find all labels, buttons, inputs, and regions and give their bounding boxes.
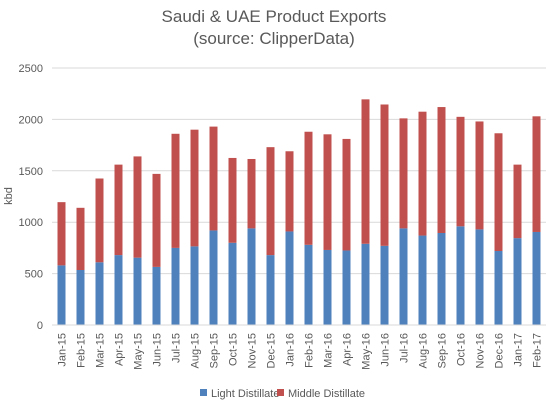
bar-middle-distillate — [95, 178, 104, 263]
bar-middle-distillate — [57, 202, 66, 266]
x-tick-label: May-16 — [361, 333, 373, 370]
bar-light-distillate — [209, 230, 218, 325]
x-tick-label: Aug-15 — [190, 333, 202, 368]
x-tick-label: Sep-15 — [209, 333, 221, 368]
bar-light-distillate — [285, 231, 294, 325]
bar-light-distillate — [57, 265, 66, 325]
bar-middle-distillate — [133, 156, 142, 258]
bar-middle-distillate — [285, 151, 294, 232]
bar-middle-distillate — [228, 157, 237, 243]
bar-middle-distillate — [399, 118, 408, 229]
chart-title: Saudi & UAE Product Exports — [162, 7, 387, 26]
x-tick-label: Jul-16 — [399, 333, 411, 363]
x-tick-label: Jun-16 — [380, 333, 392, 367]
bar-light-distillate — [380, 245, 389, 325]
legend-label: Light Distillate — [211, 388, 279, 400]
x-tick-label: Feb-15 — [76, 333, 88, 368]
x-tick-label: Sep-16 — [437, 333, 449, 368]
bar-light-distillate — [456, 226, 465, 325]
bar-middle-distillate — [380, 104, 389, 246]
bar-middle-distillate — [304, 131, 313, 245]
x-tick-label: Mar-15 — [95, 333, 107, 368]
bar-light-distillate — [494, 250, 503, 325]
bar-light-distillate — [475, 229, 484, 325]
x-axis-ticks: Jan-15 Feb-15 Mar-15 Apr-15 May-15 Jun-15 Jul-… — [57, 333, 544, 370]
bar-light-distillate — [304, 244, 313, 325]
x-tick-label: Jan-17 — [513, 333, 525, 367]
x-tick-label: Aug-16 — [418, 333, 430, 368]
legend-label: Middle Distillate — [288, 388, 365, 400]
legend: Light Distillate Middle Distillate — [200, 388, 365, 400]
x-tick-label: Dec-16 — [494, 333, 506, 368]
bar-middle-distillate — [266, 147, 275, 256]
bar-light-distillate — [513, 238, 522, 325]
y-tick-label: 0 — [37, 320, 43, 332]
bar-middle-distillate — [247, 158, 256, 229]
chart-subtitle: (source: ClipperData) — [193, 29, 355, 48]
bar-middle-distillate — [190, 129, 199, 247]
y-tick-label: 1000 — [19, 217, 43, 229]
bar-middle-distillate — [342, 138, 351, 251]
y-tick-label: 2500 — [19, 63, 43, 75]
bar-middle-distillate — [361, 99, 370, 244]
bar-middle-distillate — [532, 116, 541, 232]
bar-light-distillate — [532, 231, 541, 325]
bar-middle-distillate — [76, 207, 85, 270]
y-tick-label: 500 — [25, 269, 43, 281]
bar-light-distillate — [152, 266, 161, 325]
y-axis-label: kbd — [3, 187, 15, 205]
bar-light-distillate — [133, 257, 142, 325]
bar-middle-distillate — [209, 126, 218, 231]
bar-light-distillate — [76, 270, 85, 325]
x-tick-label: Feb-16 — [304, 333, 316, 368]
bars — [57, 99, 541, 325]
bar-middle-distillate — [114, 164, 123, 256]
bar-light-distillate — [342, 250, 351, 325]
bar-light-distillate — [437, 232, 446, 325]
bar-middle-distillate — [475, 121, 484, 230]
x-tick-label: Jun-15 — [152, 333, 164, 367]
gridlines — [52, 67, 546, 275]
x-tick-label: Oct-16 — [456, 333, 468, 366]
bar-middle-distillate — [437, 107, 446, 233]
bar-middle-distillate — [323, 134, 332, 250]
bar-light-distillate — [323, 249, 332, 325]
x-tick-label: Jan-15 — [57, 333, 69, 367]
legend-swatch — [200, 389, 207, 396]
bar-middle-distillate — [171, 133, 180, 248]
bar-light-distillate — [190, 246, 199, 325]
x-tick-label: Apr-16 — [342, 333, 354, 366]
x-tick-label: Nov-15 — [247, 333, 259, 368]
bar-light-distillate — [171, 247, 180, 325]
bar-light-distillate — [399, 228, 408, 325]
bar-middle-distillate — [418, 111, 427, 236]
y-axis-ticks: 0 500 1000 1500 2000 2500 — [19, 63, 43, 332]
bar-light-distillate — [95, 262, 104, 325]
bar-middle-distillate — [494, 133, 503, 251]
bar-light-distillate — [418, 235, 427, 325]
y-tick-label: 1500 — [19, 166, 43, 178]
x-tick-label: Mar-16 — [323, 333, 335, 368]
x-tick-label: Apr-15 — [114, 333, 126, 366]
x-tick-label: Dec-15 — [266, 333, 278, 368]
bar-middle-distillate — [513, 164, 522, 239]
x-tick-label: May-15 — [133, 333, 145, 370]
x-tick-label: Jul-15 — [171, 333, 183, 363]
bar-light-distillate — [247, 228, 256, 325]
y-tick-label: 2000 — [19, 114, 43, 126]
bar-light-distillate — [114, 255, 123, 325]
x-tick-label: Nov-16 — [475, 333, 487, 368]
bar-light-distillate — [228, 242, 237, 325]
bar-light-distillate — [361, 243, 370, 325]
bar-middle-distillate — [152, 173, 161, 267]
bar-middle-distillate — [456, 116, 465, 227]
x-tick-label: Oct-15 — [228, 333, 240, 366]
x-tick-label: Feb-17 — [532, 333, 544, 368]
bar-light-distillate — [266, 255, 275, 325]
legend-swatch — [277, 389, 284, 396]
x-tick-label: Jan-16 — [285, 333, 297, 367]
